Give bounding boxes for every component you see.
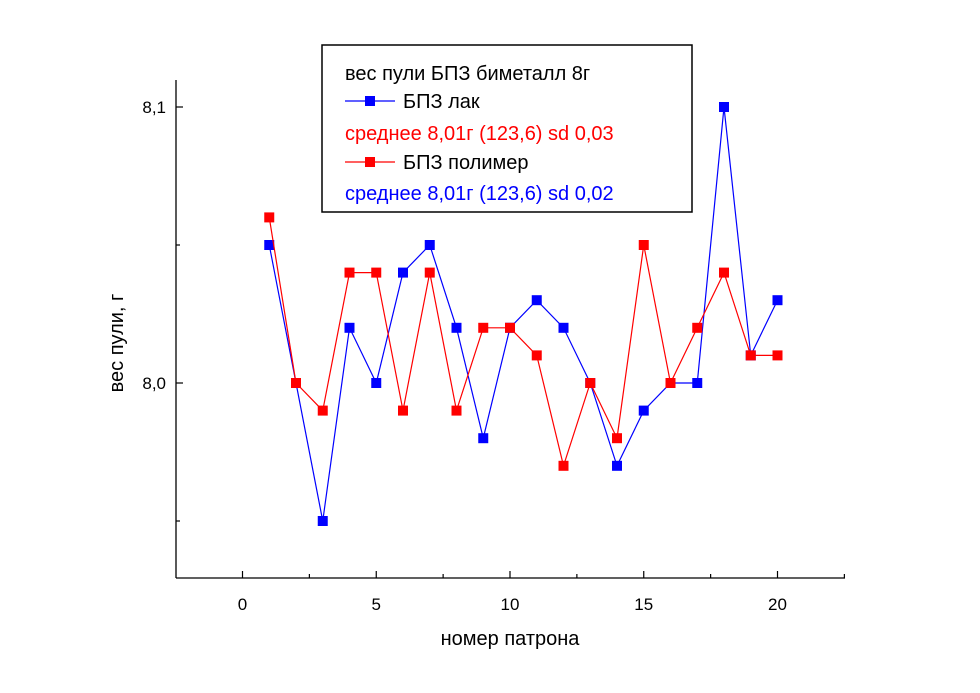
data-point	[558, 460, 569, 471]
legend: вес пули БПЗ биметалл 8г БПЗ лак среднее…	[321, 44, 693, 213]
data-point	[638, 240, 649, 250]
legend-title: вес пули БПЗ биметалл 8г	[345, 63, 590, 85]
data-point	[638, 405, 649, 416]
axis-ticks: 0 5 10 15 20 8,0 8,1	[142, 98, 845, 614]
data-point	[398, 267, 408, 278]
series-layer	[264, 102, 783, 526]
data-point	[317, 405, 328, 416]
legend-entry-polymer: БПЗ полимер	[345, 152, 529, 174]
data-point	[264, 212, 275, 223]
data-point	[665, 378, 676, 388]
data-point	[772, 295, 783, 306]
data-point	[692, 378, 703, 388]
data-point	[424, 240, 435, 250]
y-axis-title: вес пули, г	[106, 294, 128, 393]
data-point	[772, 350, 783, 361]
data-point	[451, 405, 462, 416]
data-point	[719, 102, 729, 112]
data-point	[531, 295, 542, 306]
y-tick-label: 8,0	[142, 374, 166, 393]
x-tick-label: 10	[501, 595, 520, 614]
data-point	[344, 267, 355, 278]
x-tick-label: 15	[634, 595, 653, 614]
legend-note-polymer: среднее 8,01г (123,6) sd 0,02	[345, 183, 614, 205]
data-point	[451, 322, 462, 333]
legend-label-polymer: БПЗ полимер	[403, 152, 529, 174]
data-point	[424, 267, 435, 278]
data-point	[531, 350, 542, 361]
data-point	[692, 322, 703, 333]
legend-marker-polymer	[365, 157, 375, 167]
data-point	[344, 322, 355, 333]
data-point	[558, 322, 569, 333]
data-point	[612, 433, 622, 444]
legend-marker-lak	[365, 96, 375, 106]
data-point	[478, 433, 489, 444]
x-tick-label: 20	[768, 595, 787, 614]
data-point	[317, 516, 328, 526]
legend-label-lak: БПЗ лак	[403, 91, 480, 113]
y-tick-label: 8,1	[142, 98, 166, 117]
x-axis-title: номер патрона	[441, 628, 581, 650]
series-polymer	[264, 212, 783, 471]
data-point	[291, 378, 301, 388]
data-point	[745, 350, 756, 361]
data-point	[612, 460, 622, 471]
data-point	[371, 378, 382, 388]
x-tick-label: 5	[372, 595, 381, 614]
data-point	[478, 322, 489, 333]
data-point	[585, 378, 596, 388]
x-tick-label: 0	[238, 595, 247, 614]
legend-note-lak: среднее 8,01г (123,6) sd 0,03	[345, 123, 614, 145]
data-point	[371, 267, 382, 278]
legend-entry-lak: БПЗ лак	[345, 91, 480, 113]
data-point	[719, 267, 729, 278]
data-point	[264, 240, 275, 250]
legend-box	[321, 44, 693, 213]
data-point	[398, 405, 408, 416]
data-point	[505, 322, 515, 333]
